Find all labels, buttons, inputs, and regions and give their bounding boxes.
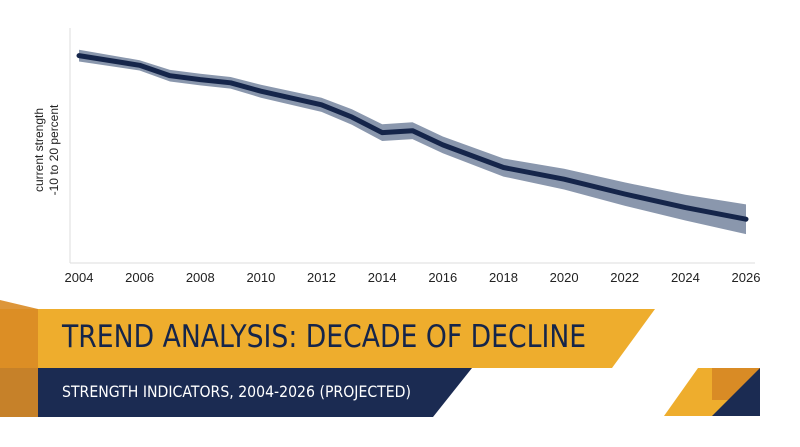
y-axis-label: current strength -10 to 20 percent	[32, 104, 61, 195]
x-tick-label: 2006	[125, 270, 154, 285]
corner-accent	[664, 368, 760, 416]
x-tick-label: 2020	[550, 270, 579, 285]
banner-title: TREND ANALYSIS: DECADE OF DECLINE	[62, 319, 587, 355]
x-tick-label: 2012	[307, 270, 336, 285]
title-banner-shade	[0, 300, 38, 417]
x-tick-label: 2016	[428, 270, 457, 285]
x-tick-label: 2026	[732, 270, 761, 285]
series-line	[76, 53, 749, 222]
x-tick-label: 2004	[65, 270, 94, 285]
y-axis-label-line-1: current strength	[32, 108, 46, 192]
x-tick-label: 2018	[489, 270, 518, 285]
x-tick-label: 2014	[368, 270, 397, 285]
banner-subtitle: STRENGTH INDICATORS, 2004-2026 (PROJECTE…	[62, 382, 412, 401]
x-tick-label: 2024	[671, 270, 700, 285]
title-banner-gold	[0, 309, 655, 368]
title-banner-navy	[0, 368, 472, 417]
x-tick-label: 2022	[610, 270, 639, 285]
y-axis-label-line-2: -10 to 20 percent	[47, 104, 61, 195]
x-tick-label: 2008	[186, 270, 215, 285]
x-tick-label: 2010	[246, 270, 275, 285]
title-banner	[0, 300, 655, 417]
corner-accent-navy	[712, 368, 760, 416]
uncertainty-band	[79, 49, 746, 235]
x-axis-ticks: 2004 2006 2008 2010 2012 2014 2016 2018 2020 2022…	[65, 270, 761, 285]
